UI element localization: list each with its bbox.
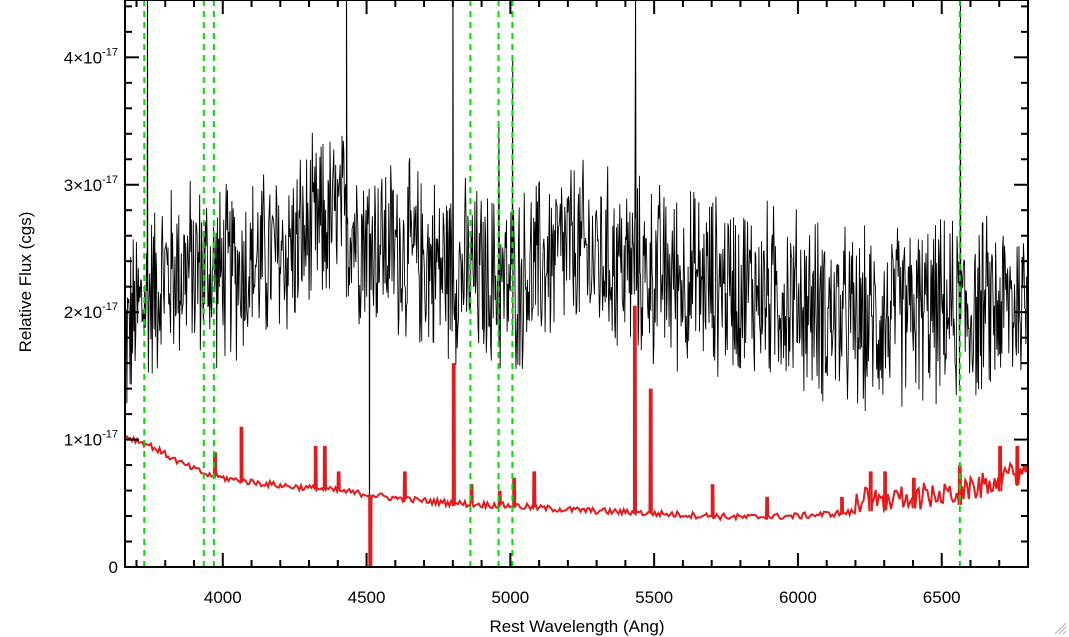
x-tick-label: 4500 [348,588,386,607]
x-tick-label: 6500 [923,588,961,607]
observed-spectrum-line [125,0,1028,567]
y-tick-label: 2×10-17 [64,301,118,322]
plot-layer [125,0,1028,567]
x-axis-title: Rest Wavelength (Ang) [489,617,664,636]
y-tick-label: 3×10-17 [64,174,118,195]
y-tick-label: 0 [109,558,118,577]
resize-grip-icon[interactable] [1053,621,1067,635]
x-tick-label: 5500 [635,588,673,607]
x-tick-label: 4000 [204,588,242,607]
x-tick-label: 5000 [491,588,529,607]
model-spectrum-line [125,305,1028,567]
y-axis-title: Relative Flux (cgs) [16,212,35,353]
plot-frame [124,0,1029,568]
x-tick-label: 6000 [779,588,817,607]
y-tick-label: 4×10-17 [64,46,118,67]
y-tick-label: 1×10-17 [64,429,118,450]
axes-layer: 4000 4500 5000 5500 6000 6500 0 1×10-17 2×10-17 3… [64,0,1029,607]
